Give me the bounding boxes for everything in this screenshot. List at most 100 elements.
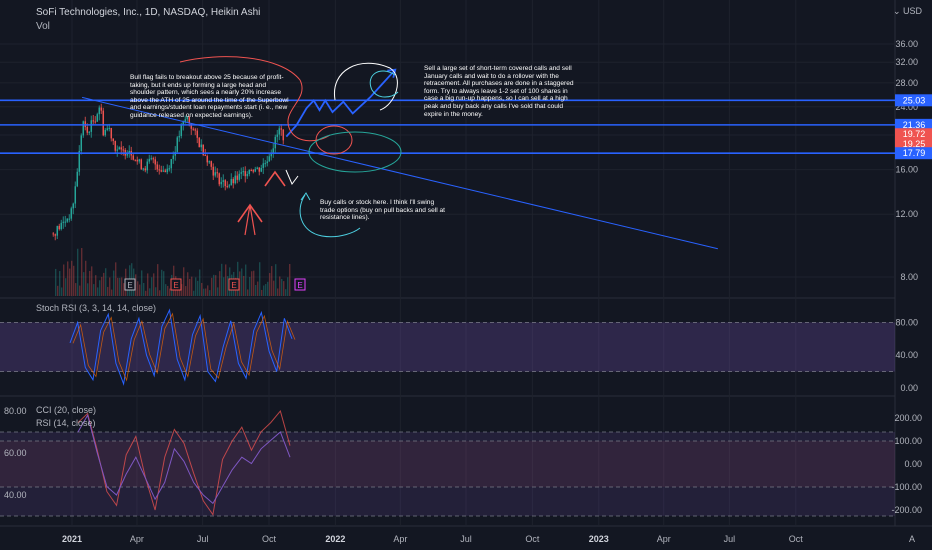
candle-body: [140, 159, 143, 170]
note-buy: Buy calls or stock here. I think I'll sw…: [320, 199, 445, 222]
candle-body: [200, 144, 203, 148]
candle-body: [88, 131, 91, 133]
candle-body: [52, 233, 55, 235]
candle-body: [158, 169, 161, 171]
candle-body: [218, 173, 221, 185]
cci-y-tick: 100.00: [894, 436, 922, 446]
candle-body: [122, 149, 125, 151]
candle-body: [156, 164, 159, 170]
candle-body: [116, 149, 119, 151]
candle-body: [228, 185, 231, 187]
volume-bar: [225, 264, 227, 296]
volume-bar: [83, 272, 85, 296]
volume-legend: Vol: [36, 21, 50, 32]
price-label-text: 17.79: [903, 148, 926, 158]
cci-line: [77, 410, 291, 516]
volume-bar: [107, 286, 109, 296]
volume-bar: [209, 290, 211, 296]
volume-bar: [205, 288, 207, 296]
volume-bar: [55, 268, 57, 296]
currency-label[interactable]: ⌄ USD: [893, 6, 922, 17]
candle-body: [118, 147, 121, 150]
volume-bar: [99, 280, 101, 296]
candle-body: [198, 137, 201, 148]
y-tick-label: 28.00: [895, 78, 918, 88]
earnings-marker-label: E: [173, 281, 178, 290]
volume-bar: [281, 278, 283, 296]
candle-body: [56, 225, 59, 236]
stoch-y-tick: 80.00: [895, 317, 918, 327]
volume-bar: [213, 274, 215, 296]
volume-bar: [227, 276, 229, 296]
candle-body: [134, 159, 137, 161]
candle-body: [96, 114, 99, 122]
candle-body: [256, 167, 259, 169]
stoch-rsi-legend: Stoch RSI (3, 3, 14, 14, close): [36, 303, 157, 313]
volume-bar: [271, 266, 273, 296]
x-tick-label: Oct: [262, 534, 277, 544]
volume-bar: [85, 260, 87, 296]
volume-bar: [179, 289, 181, 296]
volume-bar: [63, 264, 65, 296]
candle-body: [236, 175, 239, 180]
volume-bar: [197, 280, 199, 296]
price-label-box: [895, 147, 932, 160]
rsi-y-tick: 40.00: [4, 490, 27, 500]
volume-bar: [65, 278, 67, 296]
volume-bar: [265, 284, 267, 296]
candle-body: [148, 158, 151, 162]
drawing-red-circle: [315, 125, 353, 155]
candle-body: [138, 159, 141, 162]
y-tick-label: 16.00: [895, 165, 918, 175]
candle-body: [240, 172, 243, 174]
volume-bar: [93, 284, 95, 296]
candle-body: [146, 161, 149, 171]
candle-body: [144, 168, 147, 171]
volume-bar: [277, 288, 279, 296]
candle-body: [154, 159, 157, 165]
candle-body: [110, 127, 113, 139]
volume-bar: [143, 282, 145, 296]
volume-bar: [97, 287, 99, 296]
candle-body: [248, 170, 251, 175]
candle-body: [222, 180, 225, 182]
cci-legend: CCI (20, close): [36, 405, 97, 415]
volume-bar: [269, 273, 271, 296]
candle-body: [230, 179, 233, 186]
volume-bar: [157, 264, 159, 296]
candle-body: [204, 154, 207, 156]
projection-arrowhead: [387, 68, 397, 78]
volume-bar: [263, 285, 265, 296]
earnings-marker: [294, 278, 306, 291]
candle-body: [190, 123, 193, 129]
price-label-text: 19.25: [903, 139, 926, 149]
candle-body: [246, 174, 249, 177]
earnings-marker: [124, 278, 136, 291]
volume-bar: [195, 277, 197, 296]
candle-body: [64, 221, 67, 223]
volume-bar: [243, 275, 245, 296]
candle-body: [54, 234, 57, 236]
volume-bar: [289, 263, 291, 296]
cci-y-tick: -100.00: [891, 482, 922, 492]
candle-body: [252, 170, 255, 172]
candle-body: [272, 148, 275, 154]
volume-bar: [267, 281, 269, 296]
candle-body: [216, 172, 219, 174]
volume-bar: [155, 287, 157, 296]
candle-body: [172, 155, 175, 160]
candle-body: [282, 129, 285, 141]
y-tick-label: 32.00: [895, 57, 918, 67]
volume-bar: [187, 272, 189, 296]
volume-bar: [261, 289, 263, 296]
volume-bar: [183, 267, 185, 296]
candle-body: [78, 150, 81, 172]
note-sell: Sell a large set of short-term covered c…: [424, 65, 574, 118]
x-tick-label: Jul: [197, 534, 209, 544]
candle-body: [178, 136, 181, 138]
candle-body: [184, 119, 187, 122]
price-label-box: [895, 118, 932, 131]
volume-bar: [221, 263, 223, 296]
note-bull-flag: Bull flag fails to breakout above 25 bec…: [130, 74, 289, 119]
earnings-marker-label: E: [297, 281, 302, 290]
